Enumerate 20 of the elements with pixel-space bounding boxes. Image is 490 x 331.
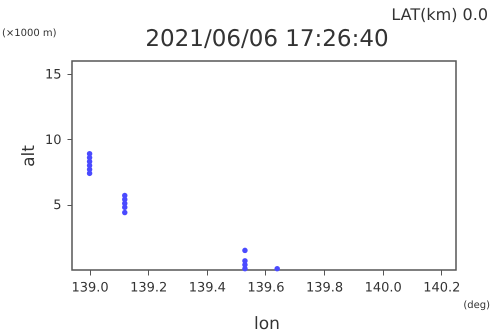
x-tick-label: 139.6 xyxy=(247,280,285,296)
point xyxy=(242,248,248,254)
x-axis-title: lon xyxy=(254,314,280,331)
x-tick-label: 140.0 xyxy=(364,280,402,296)
point xyxy=(86,151,92,156)
x-tick-label: 139.0 xyxy=(71,280,109,296)
y-tick-label: 15 xyxy=(44,68,62,83)
text: LAT(km) 0.0 xyxy=(391,5,488,24)
y-axis-title: alt xyxy=(19,144,39,167)
x-tick-label: 140.2 xyxy=(423,280,460,296)
chart-title: 2021/06/06 17:26:40 xyxy=(145,26,389,52)
y-tick-label: 10 xyxy=(44,132,62,148)
text: (deg) xyxy=(463,300,490,311)
point xyxy=(274,266,280,272)
x-tick-label: 139.8 xyxy=(306,280,344,296)
x-tick-label: 139.4 xyxy=(188,280,226,296)
text: (×1000 m) xyxy=(2,28,57,39)
point xyxy=(122,210,128,216)
y-tick-label: 5 xyxy=(53,198,62,214)
x-tick-label: 139.2 xyxy=(130,280,168,296)
